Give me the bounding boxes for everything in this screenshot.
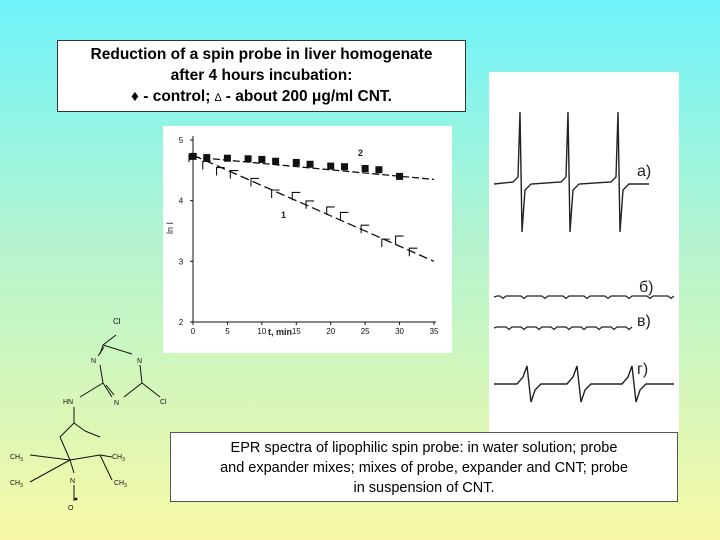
epr-label-v: в)	[637, 313, 651, 330]
data-point-square	[189, 152, 197, 160]
fit-line-series-2	[192, 156, 435, 181]
x-tick-label: 10	[257, 327, 266, 336]
data-point-corner	[291, 191, 301, 201]
data-point-square	[258, 155, 266, 163]
data-point-square	[244, 155, 252, 163]
caption-box: EPR spectra of lipophilic spin probe: in…	[170, 432, 678, 502]
data-point-square	[223, 154, 231, 162]
data-point-square	[272, 157, 280, 165]
epr-trace-v	[493, 326, 633, 331]
title-line-1: Reduction of a spin probe in liver homog…	[90, 46, 433, 63]
fit-line-series-1	[192, 154, 435, 262]
y-tick-label: 5	[179, 136, 184, 145]
data-point-corner	[381, 238, 390, 248]
x-tick-label: 25	[361, 327, 370, 336]
data-point-square	[306, 160, 314, 168]
data-point-corner	[339, 211, 349, 221]
x-tick-label: 35	[430, 327, 439, 336]
data-point-corner	[250, 177, 259, 187]
atom-hn: HN	[63, 399, 73, 406]
x-axis-label: t, min	[268, 327, 292, 337]
spin-probe-structure: Cl N N N Cl HN CH3 CH3 CH3 CH3 N O	[0, 305, 170, 520]
atom-n2: N	[137, 358, 142, 365]
atom-cl-top: Cl	[113, 317, 121, 326]
epr-traces	[493, 111, 675, 403]
atom-n3: N	[114, 400, 119, 407]
chart-panel: 0 5 10 15 20 25 30 35 2 3 4 5 t, min ln I 2 1	[163, 126, 452, 353]
data-point-square	[375, 166, 383, 174]
group-ch3-2: CH3	[112, 454, 125, 463]
data-point-square	[292, 158, 300, 166]
radical-dot-icon	[74, 497, 78, 501]
data-marks	[188, 152, 418, 257]
data-point-corner	[271, 189, 280, 198]
epr-spectra: a) б) в) г)	[493, 111, 675, 403]
series-2-label: 2	[358, 148, 363, 158]
data-point-corner	[395, 235, 404, 245]
fit-lines	[192, 154, 435, 262]
group-ch3-4: CH3	[114, 480, 127, 489]
y-tick-label: 2	[179, 318, 184, 327]
data-point-square	[396, 172, 404, 180]
x-tick-label: 30	[395, 327, 404, 336]
data-point-corner	[188, 153, 197, 163]
data-point-square	[361, 165, 369, 173]
data-point-corner	[408, 247, 418, 257]
x-tick-label: 5	[225, 327, 230, 336]
series-1-label: 1	[281, 210, 286, 220]
atom-n1: N	[91, 358, 96, 365]
y-tick-label: 4	[179, 197, 184, 206]
epr-trace-a	[493, 111, 649, 233]
group-ch3-1: CH3	[10, 454, 23, 463]
epr-label-b: б)	[639, 279, 654, 296]
atom-n-piperidine: N	[70, 478, 75, 485]
y-axis-label: ln I	[165, 222, 175, 234]
caption-line-2: and expander mixes; mixes of probe, expa…	[220, 460, 628, 476]
y-tick-label: 3	[179, 257, 184, 266]
title-control: ♦ - control;	[131, 88, 215, 105]
x-tick-label: 0	[191, 327, 196, 336]
chemical-structure: Cl N N N Cl HN CH3 CH3 CH3 CH3 N O	[10, 317, 167, 512]
epr-label-g: г)	[637, 361, 648, 378]
epr-trace-b	[493, 295, 675, 300]
reduction-chart: 0 5 10 15 20 25 30 35 2 3 4 5 t, min ln I 2 1	[165, 136, 439, 337]
title-box: Reduction of a spin probe in liver homog…	[57, 40, 466, 112]
chart-axes: 0 5 10 15 20 25 30 35 2 3 4 5	[179, 136, 439, 336]
data-point-corner	[202, 160, 211, 170]
data-point-corner	[326, 206, 335, 215]
molecule-bonds	[29, 334, 161, 501]
title-line-3: ♦ - control; ∆ - about 200 μg/ml CNT.	[58, 86, 465, 109]
caption-line-1: EPR spectra of lipophilic spin probe: in…	[230, 440, 618, 456]
title-delta: ∆	[214, 92, 222, 104]
data-point-corner	[305, 200, 315, 209]
title-line-2: after 4 hours incubation:	[170, 67, 353, 84]
data-point-square	[340, 163, 348, 171]
title-cnt: - about 200 μg/ml CNT.	[221, 88, 392, 105]
x-tick-label: 15	[292, 327, 301, 336]
x-tick-label: 20	[326, 327, 335, 336]
data-point-square	[203, 154, 211, 162]
atom-o: O	[68, 505, 74, 512]
data-point-square	[327, 162, 335, 170]
data-point-corner	[215, 166, 225, 176]
atom-cl-right: Cl	[160, 399, 167, 406]
caption-line-3: in suspension of CNT.	[353, 480, 495, 496]
group-ch3-3: CH3	[10, 480, 23, 489]
epr-spectra-panel: a) б) в) г)	[489, 72, 679, 432]
epr-trace-g	[494, 365, 674, 403]
data-point-corner	[360, 224, 370, 234]
epr-label-a: a)	[637, 163, 651, 180]
data-point-corner	[229, 170, 239, 179]
